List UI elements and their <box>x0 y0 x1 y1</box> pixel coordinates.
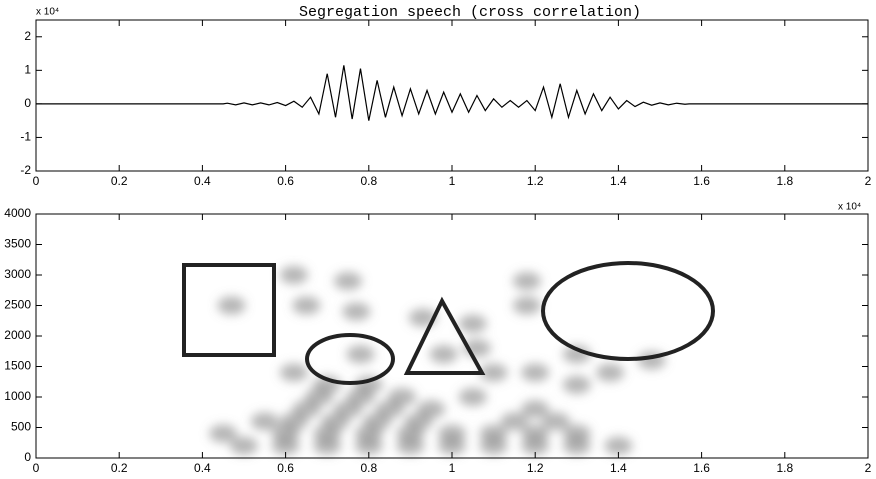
spectral-blob <box>458 388 487 406</box>
spectral-blob <box>562 375 591 394</box>
spectral-blob <box>512 296 541 315</box>
y-tick-label: 2000 <box>4 328 31 342</box>
x-tick-label: 0.2 <box>111 174 128 188</box>
box-annotation <box>182 263 276 357</box>
y-tick-label: 3000 <box>4 267 31 281</box>
waveform-line <box>36 65 868 121</box>
y-tick-label: 2 <box>24 29 31 43</box>
x-tick-label: 0.8 <box>360 461 377 475</box>
spectral-blob <box>438 424 466 443</box>
spectral-blob <box>346 345 375 364</box>
y-tick-label: -1 <box>20 130 31 144</box>
y-tick-label: 500 <box>11 420 31 434</box>
x-tick-label: 0.4 <box>194 174 211 188</box>
spectrogram-blobs <box>209 266 666 455</box>
x-tick-label: 0.4 <box>194 461 211 475</box>
spectral-blob <box>479 363 508 382</box>
x-tick-label: 1.6 <box>693 461 710 475</box>
plot-area <box>36 214 868 458</box>
x-tick-label: 0 <box>33 461 40 475</box>
x-tick-label: 0.6 <box>277 174 294 188</box>
x-exponent: x 10⁴ <box>838 202 861 213</box>
x-tick-label: 1.8 <box>776 174 793 188</box>
x-tick-label: 1.4 <box>610 461 627 475</box>
spectral-blob <box>604 436 633 455</box>
spectral-blob <box>562 345 591 364</box>
spectral-blob <box>562 424 591 443</box>
y-tick-label: 2500 <box>4 298 31 312</box>
x-tick-label: 1.2 <box>527 174 544 188</box>
y-tick-label: 3500 <box>4 237 31 251</box>
spectral-blob <box>230 436 258 455</box>
spectral-blob <box>479 424 508 443</box>
spectral-blob <box>500 412 529 431</box>
x-tick-label: 0.8 <box>360 174 377 188</box>
y-tick-label: 1500 <box>4 359 31 373</box>
spectral-blob <box>279 363 308 382</box>
x-tick-label: 1.4 <box>610 174 627 188</box>
x-tick-label: 1.6 <box>693 174 710 188</box>
x-tick-label: 0 <box>33 174 40 188</box>
x-tick-label: 2 <box>865 174 872 188</box>
spectral-blob <box>217 296 246 315</box>
spectral-blob <box>334 272 362 291</box>
x-tick-label: 0.2 <box>111 461 128 475</box>
ellipse-annotation <box>305 333 395 385</box>
spectral-blob <box>209 424 238 443</box>
spectral-blob <box>521 400 550 419</box>
x-tick-label: 1.2 <box>527 461 544 475</box>
ellipse-annotation <box>541 261 715 361</box>
triangle-annotation <box>403 296 486 375</box>
x-tick-label: 1 <box>449 174 456 188</box>
spectral-blob <box>292 296 321 315</box>
spectral-blob <box>279 266 308 284</box>
y-tick-label: -2 <box>20 163 31 177</box>
spectral-blob <box>250 412 279 431</box>
spectral-blob <box>596 363 625 382</box>
y-exponent: x 10⁴ <box>36 7 59 18</box>
y-tick-label: 0 <box>24 450 31 464</box>
x-tick-label: 1.8 <box>776 461 793 475</box>
spectral-blob <box>521 363 550 382</box>
plot-area <box>36 20 868 171</box>
spectral-blob <box>417 400 446 419</box>
x-tick-label: 2 <box>865 461 872 475</box>
spectral-blob <box>342 302 371 321</box>
x-tick-label: 0.6 <box>277 461 294 475</box>
y-tick-label: 0 <box>24 96 31 110</box>
annotation-shapes <box>182 261 715 385</box>
spectral-blob <box>542 412 570 431</box>
y-tick-label: 1 <box>24 63 31 77</box>
y-tick-label: 4000 <box>4 206 31 220</box>
spectral-blob <box>512 272 541 291</box>
spectral-blob <box>429 345 458 364</box>
y-tick-label: 1000 <box>4 389 31 403</box>
spectral-blob <box>521 424 550 443</box>
chart-title: Segregation speech (cross correlation) <box>299 4 641 21</box>
x-tick-label: 1 <box>449 461 456 475</box>
spectral-blob <box>458 314 487 333</box>
spectral-blob <box>388 388 417 406</box>
